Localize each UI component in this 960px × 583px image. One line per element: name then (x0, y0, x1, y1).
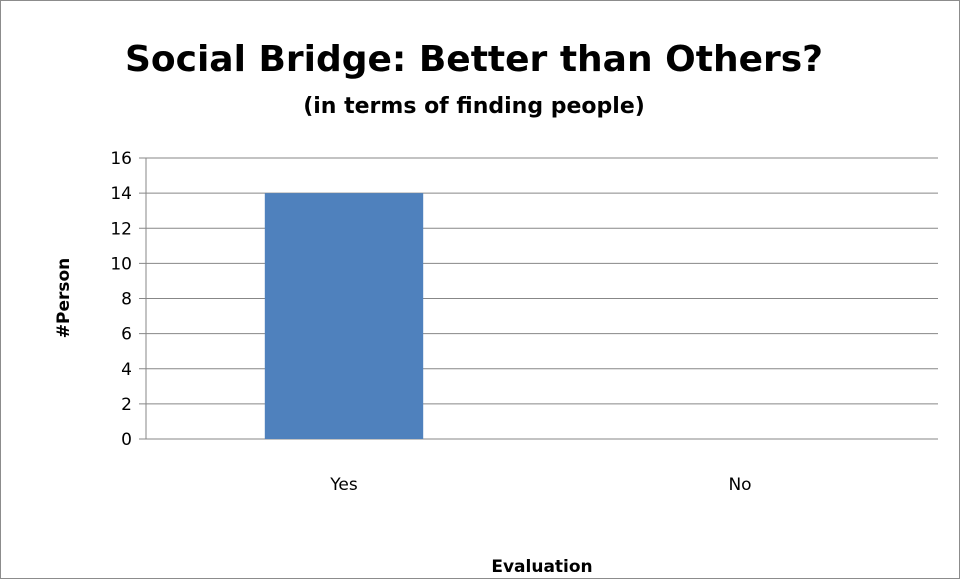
chart-subtitle: (in terms of finding people) (303, 94, 645, 119)
y-tick-label: 0 (121, 430, 132, 450)
x-axis-ticks: Yes No (329, 475, 751, 495)
chart-title: Social Bridge: Better than Others? (125, 39, 823, 80)
y-axis-ticks: 0 2 4 6 8 10 12 14 16 (110, 149, 132, 450)
y-tick-label: 10 (110, 254, 132, 274)
gridlines (139, 157, 938, 440)
bar-yes (264, 193, 424, 439)
y-tick-label: 2 (121, 395, 132, 415)
x-tick-label: Yes (329, 475, 358, 495)
x-tick-label: No (728, 475, 751, 495)
y-tick-label: 12 (110, 219, 132, 239)
y-tick-label: 6 (121, 325, 132, 345)
y-tick-label: 16 (110, 149, 132, 169)
y-axis-label: #Person (54, 258, 74, 339)
y-tick-label: 8 (121, 290, 132, 310)
y-tick-label: 14 (110, 184, 132, 204)
x-axis-label: Evaluation (491, 557, 592, 577)
bars (264, 193, 424, 439)
y-tick-label: 4 (121, 360, 132, 380)
